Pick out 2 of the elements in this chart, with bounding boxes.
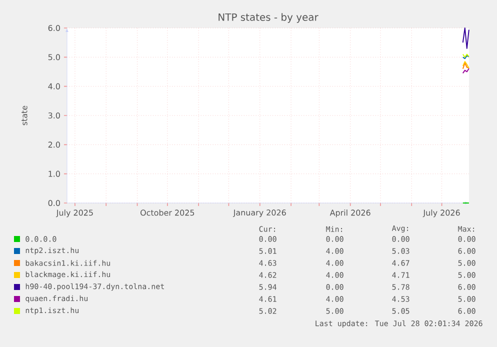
- line-series: [462, 28, 470, 49]
- chart-title: NTP states - by year: [218, 13, 318, 23]
